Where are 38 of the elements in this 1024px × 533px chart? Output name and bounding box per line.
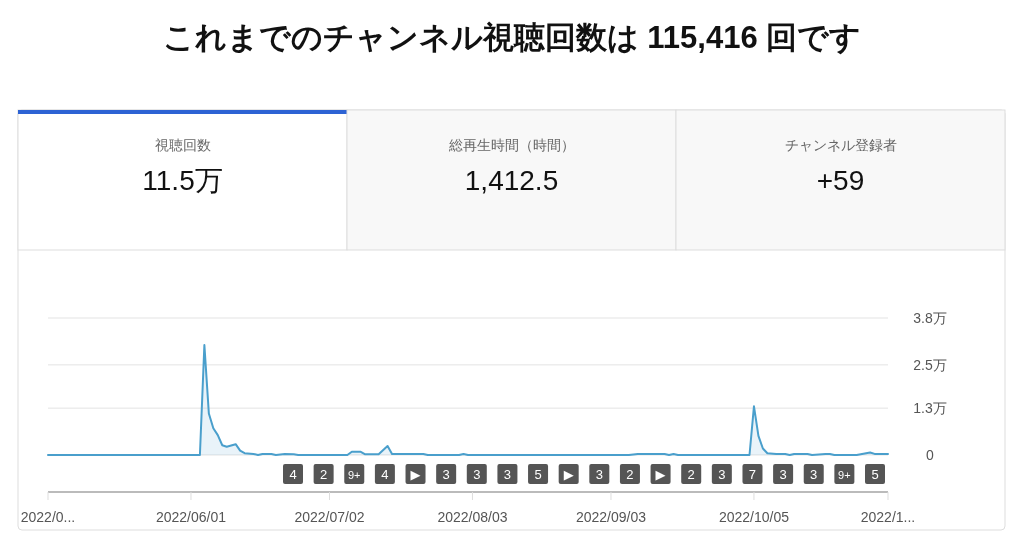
- y-tick-label: 3.8万: [913, 310, 947, 326]
- x-tick-label: 2022/10/05: [718, 509, 790, 525]
- x-tick-label: 2022/1...: [860, 509, 916, 525]
- text: チャンネル登録者: [784, 137, 897, 153]
- text: 4: [381, 467, 389, 482]
- text: ▶: [655, 467, 666, 482]
- text: 3: [718, 467, 726, 482]
- text: ▶: [410, 467, 421, 482]
- y-tick-label: 2.5万: [913, 356, 947, 373]
- x-tick-label: 2022/08/03: [437, 509, 508, 525]
- text: 3: [442, 467, 450, 482]
- text: 3: [595, 467, 603, 482]
- x-tick-label: 2022/07/02: [294, 509, 365, 525]
- y-tick-label: 1.3万: [913, 400, 947, 417]
- text: 3: [779, 467, 787, 482]
- text: 視聴回数: [154, 137, 211, 153]
- text: 5: [534, 467, 542, 482]
- x-tick-label: 2022/09/03: [575, 509, 647, 525]
- text: ▶: [563, 467, 574, 482]
- y-tick-label: 0: [926, 447, 935, 463]
- text: 総再生時間（時間）: [447, 137, 575, 153]
- text: 1,412.5: [464, 165, 559, 196]
- text: 2: [320, 467, 328, 482]
- text: 7: [748, 467, 757, 482]
- text: 3: [810, 467, 818, 482]
- text: 3: [473, 467, 481, 482]
- text: 9+: [347, 469, 361, 481]
- text: 2: [626, 467, 634, 482]
- text: 3: [503, 467, 512, 482]
- text: 11.5万: [142, 165, 223, 196]
- text: 2: [687, 467, 695, 482]
- x-tick-label: 2022/06/01: [155, 509, 227, 525]
- text: これまでのチャンネル視聴回数は 115,416 回です: [162, 20, 862, 55]
- text: 5: [871, 467, 879, 482]
- text: 4: [289, 467, 297, 482]
- text: 9+: [838, 469, 851, 481]
- text: +59: [816, 165, 865, 196]
- x-tick-label: 2022/0...: [20, 509, 76, 525]
